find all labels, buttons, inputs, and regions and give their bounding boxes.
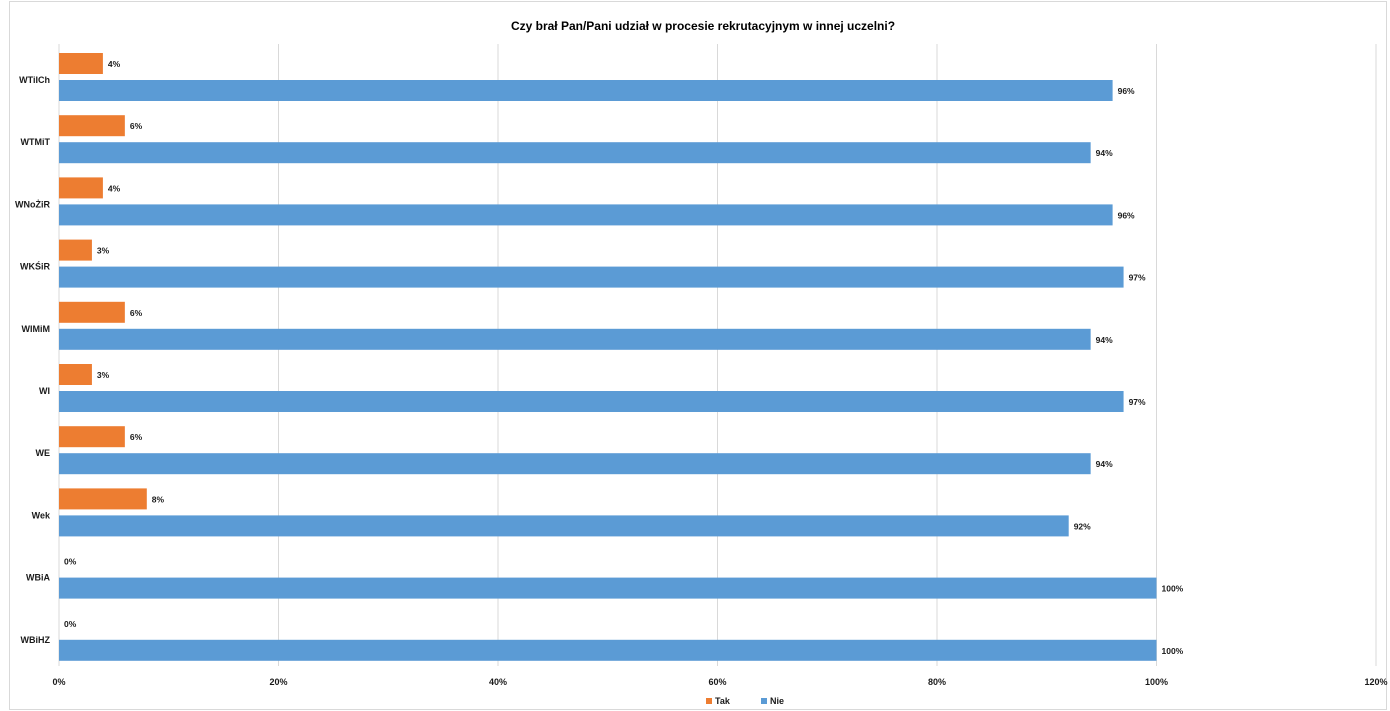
category-label: WBiA [26,573,50,583]
category-label: WKŚiR [20,261,50,272]
data-label: 0% [64,619,77,629]
legend-swatch-tak [706,698,712,704]
data-label: 94% [1096,335,1113,345]
data-label: 92% [1074,521,1091,531]
bar-nie [59,391,1124,412]
data-label: 97% [1129,397,1146,407]
data-label: 3% [97,370,110,380]
legend-label-tak[interactable]: Tak [715,696,731,706]
bar-tak [59,364,92,385]
chart-frame [9,1,1387,710]
bar-tak [59,301,125,323]
bar-tak [59,426,125,448]
data-label: 97% [1129,273,1146,283]
gridlines [58,44,1377,666]
x-tick-label: 120% [1364,677,1387,687]
x-tick-label: 40% [489,677,507,687]
data-label: 6% [130,121,143,131]
category-labels-group: WTiICh WTMiT WNoŻiR WKŚiR WIMiM WI WE Wek WBiA WB… [15,75,51,645]
data-label: 6% [130,308,143,318]
category-label: Wek [32,510,51,520]
data-label: 100% [1162,646,1184,656]
bar-tak [59,53,103,74]
data-label: 100% [1162,584,1184,594]
bar-nie [59,80,1113,101]
x-tick-label: 60% [708,677,726,687]
category-label: WI [39,386,50,396]
data-label: 8% [152,494,165,504]
x-tick-label: 20% [269,677,287,687]
bar-tak [59,115,125,137]
bar-nie [59,142,1091,164]
bar-nie [59,453,1091,475]
bar-nie [59,204,1113,226]
legend-swatch-nie [761,698,767,704]
bar-nie [59,328,1091,350]
bar-nie [59,639,1157,661]
data-label: 94% [1096,459,1113,469]
bar-tak [59,488,147,510]
data-labels-group: 4% 96% 6% 94% 4% 96% 3% 97% 6% 94% 3% 97% 6% 94% 8% 92%… [64,59,1184,656]
legend[interactable]: Tak Nie [706,696,784,706]
x-tick-label: 80% [928,677,946,687]
data-label: 94% [1096,148,1113,158]
category-label: WNoŻiR [15,199,50,209]
bar-nie [59,515,1069,537]
data-label: 4% [108,183,121,193]
bar-nie [59,577,1157,599]
data-label: 0% [64,557,77,567]
data-label: 6% [130,432,143,442]
x-tick-label: 0% [52,677,65,687]
bar-nie [59,266,1124,288]
category-label: WE [36,448,51,458]
data-label: 4% [108,59,121,69]
data-label: 96% [1118,86,1135,96]
category-label: WBiHZ [21,635,51,645]
chart-title: Czy brał Pan/Pani udział w procesie rekr… [511,19,895,33]
data-label: 96% [1118,210,1135,220]
data-label: 3% [97,246,110,256]
category-label: WTMiT [21,137,51,147]
bars-group [59,53,1157,661]
bar-tak [59,177,103,199]
tick-labels-group: 0% 20% 40% 60% 80% 100% 120% [52,677,1387,687]
x-tick-label: 100% [1145,677,1168,687]
category-label: WTiICh [19,75,50,85]
legend-label-nie[interactable]: Nie [770,696,784,706]
bar-tak [59,239,92,261]
category-label: WIMiM [22,324,51,334]
